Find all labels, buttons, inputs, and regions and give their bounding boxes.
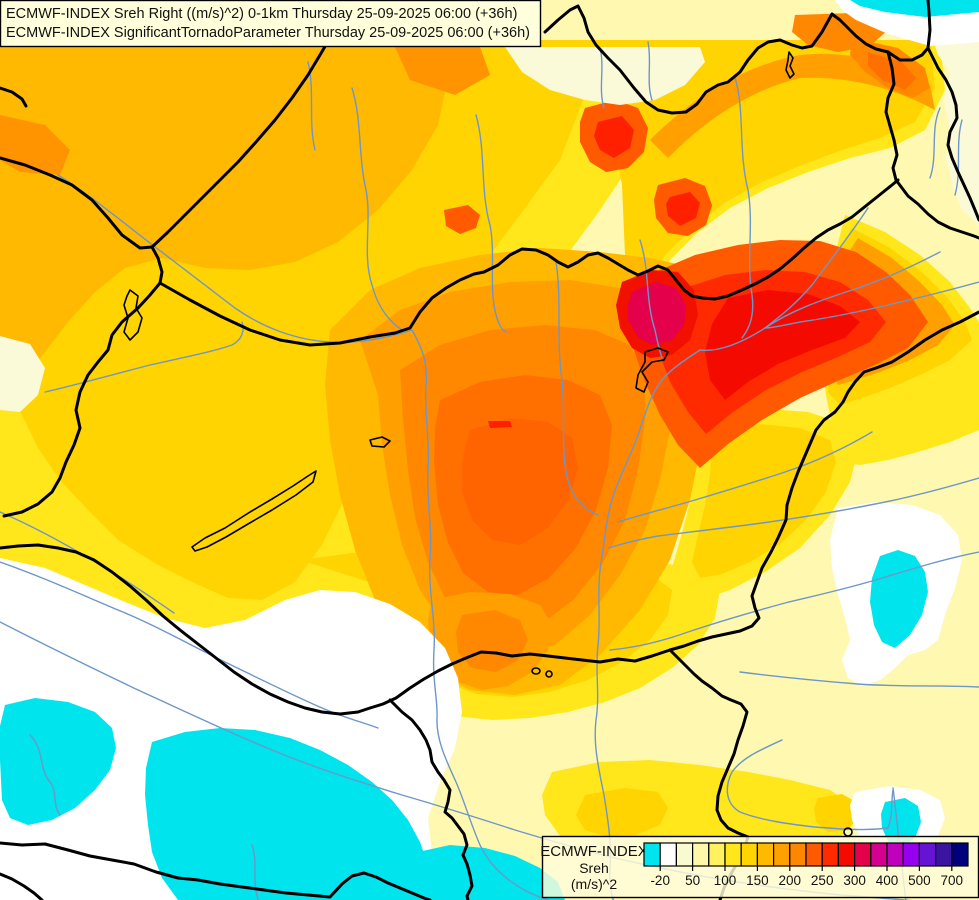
colorbar-cell	[951, 842, 969, 867]
legend-colorbar-labels: -20 50 100 150 200 250 300 400 500 700	[650, 873, 963, 888]
colorbar-tick-label: 150	[746, 873, 769, 888]
river-una	[29, 734, 61, 816]
border-hu-hr	[0, 543, 360, 716]
border-pl-ua	[886, 0, 932, 62]
colorbar-cell	[934, 842, 953, 867]
river-tarca	[647, 41, 653, 101]
river-ua	[954, 119, 963, 196]
river-se-b	[726, 739, 894, 831]
colorbar-cell	[659, 842, 678, 867]
colorbar-cell	[870, 842, 888, 867]
legend-colorbar-ticks	[659, 866, 953, 871]
river-hornad	[734, 77, 754, 339]
title-line-2: ECMWF-INDEX SignificantTornadoParameter …	[6, 25, 530, 41]
colorbar-cell	[691, 842, 710, 867]
colorbar-tick-label: 100	[714, 873, 737, 888]
border-hu-ua	[894, 178, 979, 240]
legend-parameter-label: Sreh	[579, 860, 609, 876]
colorbar-tick-label: 400	[876, 873, 899, 888]
colorbar-cell	[740, 842, 759, 867]
colorbar-cell	[805, 842, 823, 867]
lake-tisza	[635, 347, 669, 393]
colorbar-cell	[837, 842, 856, 867]
border-corner-sw	[0, 872, 44, 900]
river-maros	[609, 551, 979, 651]
colorbar-cell	[643, 842, 661, 867]
river-poprad	[599, 47, 605, 109]
colorbar-tick-label: 700	[941, 873, 964, 888]
border-at-hu-west	[2, 245, 164, 518]
lake-small-b	[545, 670, 553, 678]
river-koros	[607, 477, 979, 549]
river-tisza	[594, 349, 701, 900]
river-tisza-upper	[699, 251, 941, 351]
legend-units-label: (m/s)^2	[571, 876, 617, 892]
border-cz-at	[0, 156, 154, 250]
colorbar-cell	[772, 842, 791, 867]
river-vah	[351, 87, 403, 331]
colorbar-cell	[902, 842, 921, 867]
colorbar-cell	[886, 842, 904, 867]
border-hr-ba-sava	[0, 841, 432, 900]
colorbar-tick-label: 500	[908, 873, 931, 888]
colorbar-cell	[756, 842, 775, 867]
border-hr-rs	[388, 698, 474, 900]
border-fragment-nw	[0, 86, 28, 108]
colorbar-tick-label: 50	[685, 873, 700, 888]
border-sk-ua	[884, 50, 899, 182]
river-sajo	[639, 239, 663, 359]
border-hu-ro	[668, 310, 979, 652]
colorbar-tick-label: 300	[843, 873, 866, 888]
colorbar-cell	[821, 842, 840, 867]
river-bodrog	[764, 207, 869, 329]
legend-colorbar	[643, 842, 969, 867]
border-hu-rs	[356, 648, 672, 714]
title-line-1: ECMWF-INDEX Sreh Right ((m/s)^2) 0-1km T…	[6, 6, 517, 22]
river-koros-branch	[617, 431, 873, 523]
colorbar-tick-label: 200	[779, 873, 802, 888]
colorbar-cell	[853, 842, 872, 867]
lake-small-a	[531, 667, 541, 675]
colorbar-cell	[724, 842, 742, 867]
lake-neusiedl	[123, 289, 143, 341]
river-hron	[475, 114, 508, 333]
river-szamos	[764, 281, 979, 329]
colorbar-cell	[708, 842, 726, 867]
river-bosna	[251, 844, 259, 900]
river-crasna	[929, 107, 941, 179]
colorbar-tick-label: -20	[650, 873, 670, 888]
river-se-a	[739, 671, 979, 688]
lakes	[123, 51, 853, 837]
colorbar-cell	[918, 842, 937, 867]
border-sk-hu-north	[158, 178, 900, 347]
title-box: ECMWF-INDEX Sreh Right ((m/s)^2) 0-1km T…	[0, 0, 542, 48]
river-danube-lower	[411, 329, 551, 900]
river-raba	[44, 321, 244, 393]
border-ua-ro	[926, 46, 979, 222]
legend-box: ECMWF-INDEX Sreh (m/s)^2 -20 50 100 150 200 2…	[540, 835, 979, 899]
lake-sirava	[785, 51, 795, 79]
colorbar-cell	[675, 842, 694, 867]
border-sk-pl	[543, 4, 890, 115]
lake-velence	[369, 436, 391, 448]
colorbar-tick-label: 250	[811, 873, 834, 888]
lake-balaton	[191, 470, 317, 552]
river-zagyva	[555, 261, 599, 516]
legend-product-label: ECMWF-INDEX	[540, 843, 648, 860]
colorbar-cell	[789, 842, 807, 867]
